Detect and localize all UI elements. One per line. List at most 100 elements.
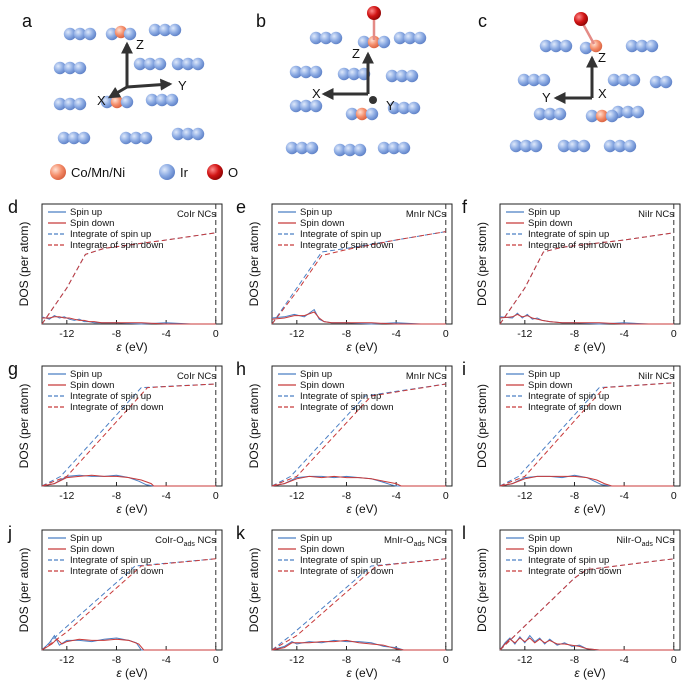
x-tick-label: -12 — [59, 654, 74, 666]
legend-label: Integrate of spin up — [70, 555, 151, 566]
structure-models: a b c Z X Y Z X Y Z Y X — [22, 6, 673, 157]
panel-title: MnIr NCs — [406, 371, 446, 382]
x-axis-unit: (eV) — [580, 666, 606, 680]
ir-atom — [353, 143, 367, 157]
ir-atom — [158, 23, 172, 37]
axis-label-y: Y — [386, 98, 395, 113]
ir-atom — [159, 164, 175, 180]
x-axis-label: ε (eV) — [116, 666, 147, 680]
x-tick-label: -8 — [570, 328, 579, 340]
ir-atom — [153, 57, 167, 71]
ir-atom — [605, 109, 619, 123]
ir-atom — [509, 139, 523, 153]
series-line-1 — [41, 474, 216, 487]
ir-atom — [53, 61, 67, 75]
x-tick-label: -8 — [112, 654, 121, 666]
ir-atom — [631, 105, 645, 119]
legend-label: Integrate of spin up — [300, 391, 381, 402]
x-axis-symbol: ε — [346, 666, 352, 680]
x-tick-label: 0 — [213, 328, 219, 340]
x-axis-arrow — [107, 85, 128, 99]
panel-title-subscript: ads — [642, 541, 654, 548]
ir-atom — [579, 41, 593, 55]
ir-atom — [191, 57, 205, 71]
series-line-3 — [41, 383, 216, 487]
ir-atom — [539, 39, 553, 53]
x-tick-label: -12 — [289, 328, 304, 340]
structure-a: Z X Y — [53, 23, 205, 145]
panel-title-main: CoIr NCs — [177, 371, 216, 382]
x-tick-label: 0 — [671, 654, 677, 666]
ir-atom — [63, 27, 77, 41]
ir-atom — [191, 127, 205, 141]
ir-atom — [139, 131, 153, 145]
x-axis-label: ε (eV) — [574, 340, 605, 354]
series-line-3 — [499, 558, 674, 651]
panel-title: CoIr NCs — [177, 371, 216, 382]
ir-atom — [537, 73, 551, 87]
panel-label-c: c — [478, 11, 487, 31]
x-axis-label: ε (eV) — [346, 502, 377, 516]
x-axis-symbol: ε — [574, 340, 580, 354]
ir-atom — [649, 75, 663, 89]
legend-label: Spin up — [70, 533, 102, 544]
ir-atom — [627, 73, 641, 87]
x-axis-symbol: ε — [346, 502, 352, 516]
ir-atom — [181, 57, 195, 71]
x-tick-label: 0 — [443, 490, 449, 502]
series-line-3 — [499, 382, 674, 487]
x-tick-label: -12 — [517, 490, 532, 502]
x-tick-label: 0 — [443, 654, 449, 666]
ir-atom — [393, 31, 407, 45]
series-line-1 — [271, 475, 446, 487]
panel-label-g: g — [8, 359, 18, 379]
panel-title-suffix: NCs — [653, 535, 674, 546]
series-line-2 — [41, 558, 216, 651]
panel-title-main: MnIr-O — [384, 535, 414, 546]
legend-label: Integrate of spin up — [528, 555, 609, 566]
axis-label-x: X — [312, 86, 321, 101]
ir-atom — [299, 99, 313, 113]
ir-atom — [385, 69, 399, 83]
legend-label: Spin up — [528, 533, 560, 544]
x-axis-label: ε (eV) — [574, 666, 605, 680]
axis-label-z: Z — [352, 46, 360, 61]
legend-label: Integrate of spin up — [300, 555, 381, 566]
ir-atom — [165, 93, 179, 107]
panel-label-e: e — [236, 197, 246, 217]
x-tick-label: -8 — [112, 328, 121, 340]
series-line-1 — [499, 313, 674, 325]
legend-label: Spin up — [300, 207, 332, 218]
dopant-atom — [50, 164, 66, 180]
panel-label-h: h — [236, 359, 246, 379]
dopant-atom — [595, 109, 609, 123]
dopant-atom — [110, 95, 124, 109]
x-axis-symbol: ε — [116, 666, 122, 680]
ir-atom — [567, 139, 581, 153]
ir-atom — [129, 131, 143, 145]
panel-title: NiIr NCs — [638, 209, 674, 220]
ir-atom — [133, 57, 147, 71]
x-tick-label: -4 — [391, 328, 400, 340]
ir-atom — [345, 107, 359, 121]
ir-atom — [407, 101, 421, 115]
plot-frame — [271, 529, 453, 651]
x-tick-label: -12 — [59, 328, 74, 340]
ir-atom — [549, 39, 563, 53]
ir-atom — [519, 139, 533, 153]
y-axis-label: DOS (per atom) — [247, 548, 261, 633]
ir-atom — [73, 97, 87, 111]
panel-label-b: b — [256, 11, 266, 31]
ir-atom — [305, 141, 319, 155]
legend-label: Spin up — [528, 369, 560, 380]
x-tick-label: -8 — [342, 490, 351, 502]
panel-title-main: CoIr-O — [155, 535, 184, 546]
x-axis-symbol: ε — [574, 666, 580, 680]
panel-title: CoIr-Oads NCs — [155, 535, 216, 548]
legend-label: Integrate of spin up — [70, 391, 151, 402]
series-line-1 — [499, 475, 674, 487]
series-line-0 — [271, 308, 446, 325]
panel-title-main: CoIr NCs — [177, 209, 216, 220]
x-axis-label: ε (eV) — [574, 502, 605, 516]
panel-label-a: a — [22, 11, 33, 31]
